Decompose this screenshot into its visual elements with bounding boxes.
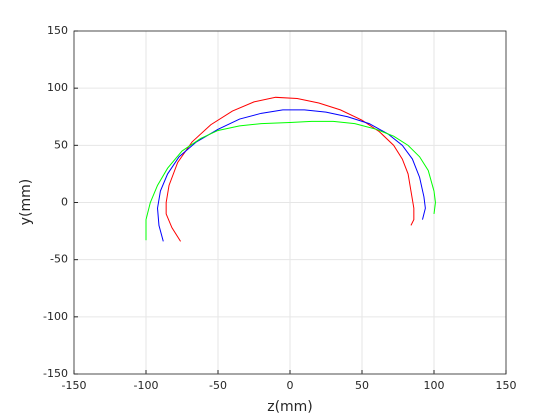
y-tick-label: -150 bbox=[43, 367, 68, 380]
y-axis-label: y(mm) bbox=[18, 179, 34, 225]
y-tick-label: -100 bbox=[43, 310, 68, 323]
x-axis-label: z(mm) bbox=[267, 399, 313, 415]
data-line bbox=[145, 120, 436, 241]
y-tick-label: 100 bbox=[47, 81, 68, 94]
x-tick-label: -150 bbox=[62, 379, 87, 392]
y-tick-label: 50 bbox=[54, 138, 68, 151]
plot-frame bbox=[73, 30, 507, 375]
x-tick-label: 150 bbox=[496, 379, 517, 392]
x-tick-label: 0 bbox=[287, 379, 294, 392]
y-tick-label: -50 bbox=[50, 253, 68, 266]
x-tick-label: -100 bbox=[134, 379, 159, 392]
data-line bbox=[157, 109, 426, 242]
x-tick-label: -50 bbox=[209, 379, 227, 392]
x-tick-label: 100 bbox=[424, 379, 445, 392]
data-line bbox=[165, 96, 415, 242]
y-tick-label: 0 bbox=[61, 196, 68, 209]
y-tick-label: 150 bbox=[47, 24, 68, 37]
x-tick-label: 50 bbox=[355, 379, 369, 392]
